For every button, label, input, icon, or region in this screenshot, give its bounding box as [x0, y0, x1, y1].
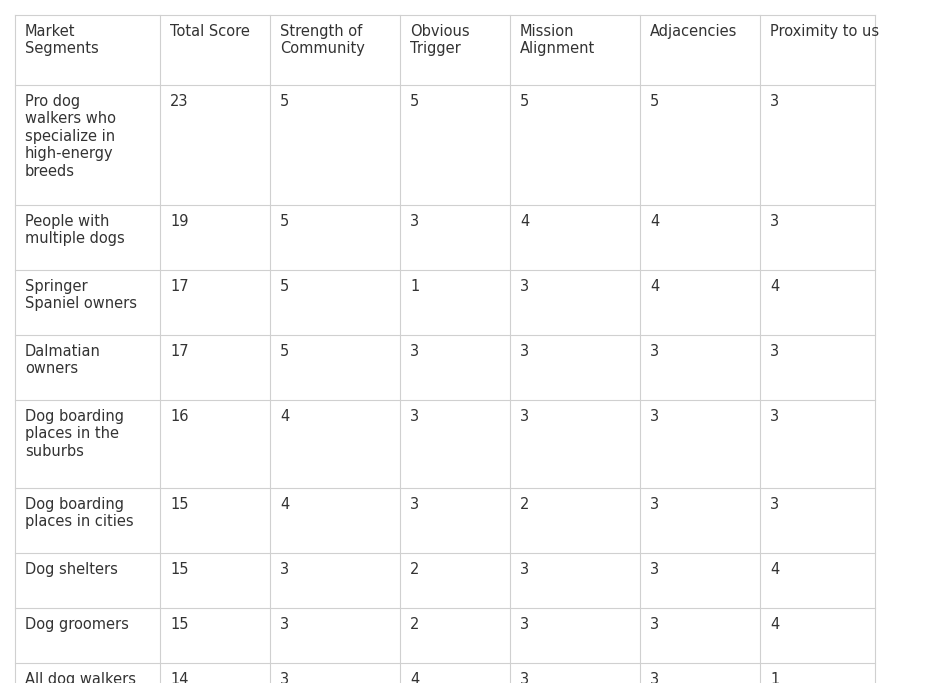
Text: 14: 14 [170, 672, 189, 683]
Text: Adjacencies: Adjacencies [650, 24, 737, 39]
Text: Dog groomers: Dog groomers [25, 617, 129, 632]
Text: 3: 3 [520, 672, 529, 683]
Text: Pro dog
walkers who
specialize in
high-energy
breeds: Pro dog walkers who specialize in high-e… [25, 94, 116, 178]
Text: People with
multiple dogs: People with multiple dogs [25, 214, 125, 247]
Text: 15: 15 [170, 617, 189, 632]
Text: Mission
Alignment: Mission Alignment [520, 24, 595, 57]
Text: 3: 3 [650, 672, 659, 683]
Text: 3: 3 [410, 409, 419, 424]
Text: 1: 1 [410, 279, 419, 294]
Text: 2: 2 [410, 562, 420, 577]
Text: 5: 5 [520, 94, 530, 109]
Text: 3: 3 [650, 562, 659, 577]
Text: 3: 3 [770, 497, 779, 512]
Text: 4: 4 [520, 214, 530, 229]
Text: 5: 5 [280, 279, 289, 294]
Text: 3: 3 [280, 672, 289, 683]
Text: Dog boarding
places in the
suburbs: Dog boarding places in the suburbs [25, 409, 124, 459]
Text: 3: 3 [770, 409, 779, 424]
Text: 3: 3 [770, 214, 779, 229]
Text: 3: 3 [520, 562, 529, 577]
Text: Proximity to us: Proximity to us [770, 24, 879, 39]
Text: 3: 3 [650, 409, 659, 424]
Text: 3: 3 [410, 497, 419, 512]
Text: 4: 4 [650, 279, 659, 294]
Text: 3: 3 [650, 344, 659, 359]
Text: 2: 2 [520, 497, 530, 512]
Text: 5: 5 [410, 94, 419, 109]
Text: 5: 5 [280, 344, 289, 359]
Text: Springer
Spaniel owners: Springer Spaniel owners [25, 279, 137, 311]
Text: 5: 5 [280, 214, 289, 229]
Text: 4: 4 [770, 279, 779, 294]
Text: 3: 3 [770, 344, 779, 359]
Text: 3: 3 [520, 279, 529, 294]
Text: 15: 15 [170, 497, 189, 512]
Text: 4: 4 [280, 497, 289, 512]
Text: Market
Segments: Market Segments [25, 24, 99, 57]
Text: 3: 3 [410, 344, 419, 359]
Text: 3: 3 [410, 214, 419, 229]
Text: 3: 3 [280, 617, 289, 632]
Text: Dalmatian
owners: Dalmatian owners [25, 344, 100, 376]
Text: Dog shelters: Dog shelters [25, 562, 118, 577]
Text: Obvious
Trigger: Obvious Trigger [410, 24, 470, 57]
Text: Strength of
Community: Strength of Community [280, 24, 365, 57]
Text: 15: 15 [170, 562, 189, 577]
Text: Dog boarding
places in cities: Dog boarding places in cities [25, 497, 133, 529]
Text: 3: 3 [520, 344, 529, 359]
Text: 4: 4 [280, 409, 289, 424]
Text: 23: 23 [170, 94, 189, 109]
Text: 19: 19 [170, 214, 189, 229]
Text: Total Score: Total Score [170, 24, 250, 39]
Text: All dog walkers: All dog walkers [25, 672, 136, 683]
Text: 3: 3 [520, 617, 529, 632]
Text: 3: 3 [280, 562, 289, 577]
Text: 4: 4 [650, 214, 659, 229]
Text: 4: 4 [770, 617, 779, 632]
Text: 5: 5 [280, 94, 289, 109]
Text: 17: 17 [170, 344, 189, 359]
Text: 4: 4 [410, 672, 419, 683]
Text: 4: 4 [770, 562, 779, 577]
Text: 16: 16 [170, 409, 189, 424]
Text: 5: 5 [650, 94, 659, 109]
Text: 17: 17 [170, 279, 189, 294]
Text: 3: 3 [650, 617, 659, 632]
Text: 3: 3 [650, 497, 659, 512]
Text: 3: 3 [520, 409, 529, 424]
Text: 2: 2 [410, 617, 420, 632]
Text: 3: 3 [770, 94, 779, 109]
Text: 1: 1 [770, 672, 779, 683]
